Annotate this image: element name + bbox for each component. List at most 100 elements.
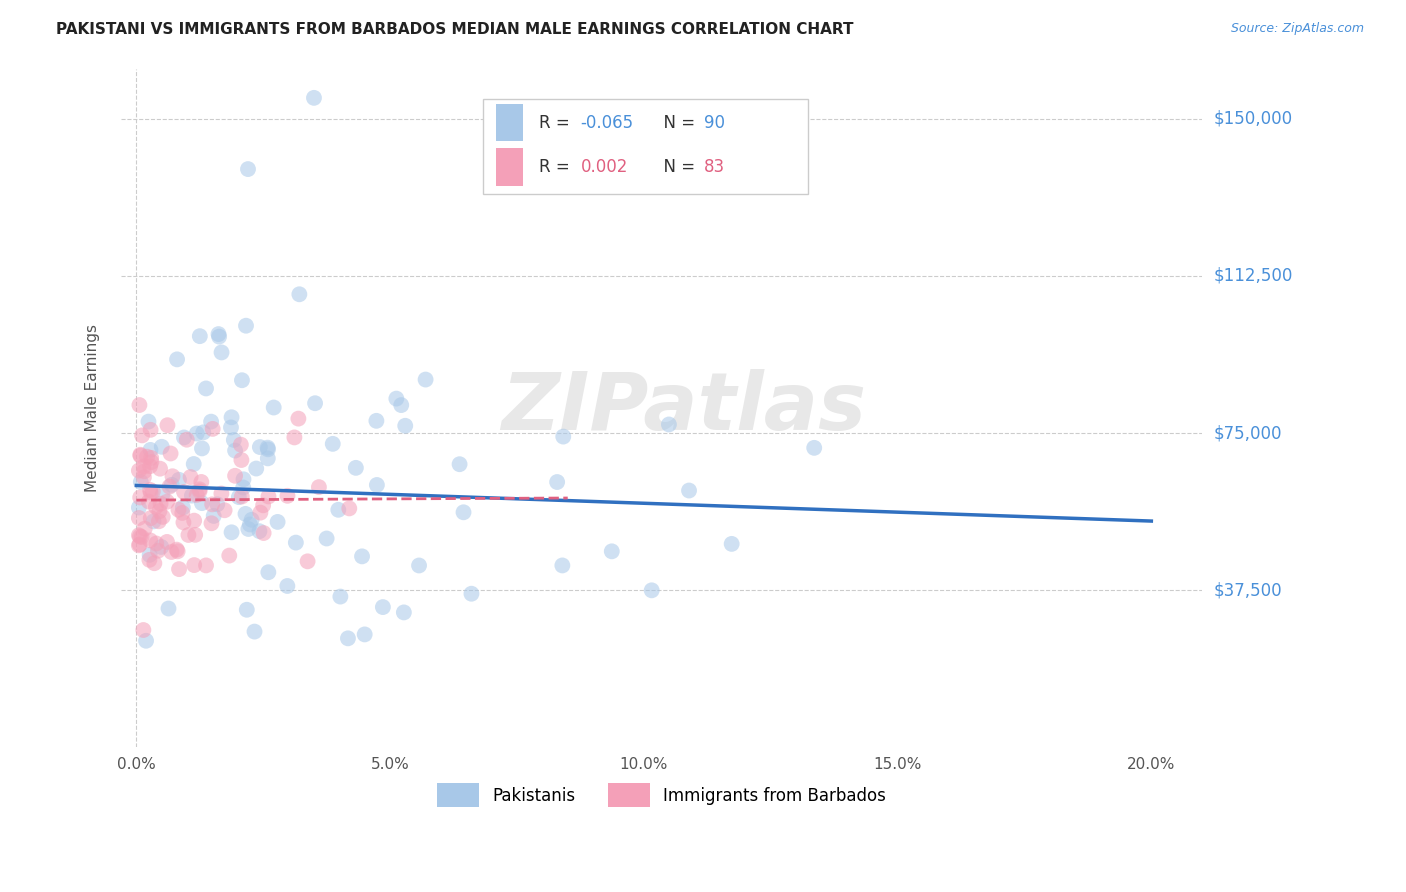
Point bbox=[366, 478, 388, 492]
Text: N =: N = bbox=[652, 158, 700, 176]
Point bbox=[183, 457, 205, 471]
Point bbox=[134, 522, 156, 536]
Point bbox=[184, 528, 207, 542]
Point bbox=[191, 442, 214, 456]
Point bbox=[132, 470, 155, 484]
Point bbox=[336, 632, 359, 646]
Point bbox=[128, 500, 150, 515]
Point bbox=[256, 451, 278, 466]
Point bbox=[188, 484, 211, 499]
Point bbox=[160, 545, 183, 559]
Point bbox=[328, 503, 350, 517]
Point bbox=[128, 528, 150, 542]
Text: ZIPatlas: ZIPatlas bbox=[501, 369, 866, 447]
Point bbox=[288, 287, 311, 301]
Point bbox=[150, 440, 173, 454]
Point bbox=[152, 509, 174, 524]
Point bbox=[449, 457, 471, 471]
Point bbox=[337, 501, 360, 516]
Point bbox=[249, 524, 271, 538]
Point bbox=[266, 515, 288, 529]
Point bbox=[297, 554, 319, 568]
Text: -0.065: -0.065 bbox=[581, 114, 634, 132]
Point bbox=[211, 345, 233, 359]
Point bbox=[235, 507, 257, 521]
Point bbox=[150, 540, 173, 554]
Point bbox=[156, 494, 179, 508]
Point bbox=[156, 535, 179, 549]
Point bbox=[236, 603, 259, 617]
Point bbox=[308, 480, 330, 494]
Point bbox=[138, 415, 160, 429]
Point bbox=[177, 528, 200, 542]
Point bbox=[232, 472, 254, 486]
Point bbox=[128, 537, 150, 551]
Point bbox=[176, 433, 198, 447]
Point bbox=[138, 548, 160, 562]
Point bbox=[546, 475, 568, 489]
Point bbox=[134, 464, 156, 478]
Point bbox=[283, 430, 305, 444]
Point bbox=[138, 553, 160, 567]
Point bbox=[201, 422, 224, 436]
Text: R =: R = bbox=[540, 114, 575, 132]
Point bbox=[145, 500, 167, 514]
Point bbox=[229, 437, 252, 451]
Legend: Pakistanis, Immigrants from Barbados: Pakistanis, Immigrants from Barbados bbox=[430, 777, 893, 814]
Point bbox=[129, 491, 152, 505]
Point bbox=[180, 489, 202, 503]
Point bbox=[173, 430, 195, 444]
Point bbox=[202, 508, 225, 523]
Point bbox=[453, 505, 475, 519]
Point bbox=[315, 532, 337, 546]
FancyBboxPatch shape bbox=[484, 99, 807, 194]
Point bbox=[193, 425, 215, 440]
Point bbox=[238, 522, 260, 536]
Point bbox=[224, 443, 246, 458]
Point bbox=[249, 440, 271, 454]
Point bbox=[366, 414, 388, 428]
Point bbox=[166, 352, 188, 367]
Text: R =: R = bbox=[540, 158, 575, 176]
Point bbox=[157, 601, 180, 615]
Point bbox=[200, 516, 222, 531]
Point bbox=[128, 538, 150, 552]
Point bbox=[214, 503, 236, 517]
Point bbox=[394, 418, 416, 433]
Point bbox=[304, 396, 326, 410]
Point bbox=[135, 633, 157, 648]
Point bbox=[221, 410, 243, 425]
Point bbox=[371, 600, 394, 615]
Point bbox=[350, 549, 373, 564]
Point bbox=[257, 490, 280, 504]
Point bbox=[240, 513, 263, 527]
Point bbox=[149, 461, 172, 475]
Point bbox=[152, 487, 174, 501]
Point bbox=[191, 496, 214, 510]
Point bbox=[129, 449, 152, 463]
Point bbox=[132, 459, 155, 474]
Point bbox=[139, 511, 162, 525]
Point bbox=[195, 381, 218, 395]
Point bbox=[149, 497, 172, 511]
Point bbox=[276, 489, 298, 503]
Point bbox=[166, 544, 188, 558]
Point bbox=[392, 606, 415, 620]
Point bbox=[231, 453, 253, 467]
Point bbox=[415, 373, 437, 387]
Point bbox=[186, 488, 208, 502]
Point bbox=[186, 426, 208, 441]
Point bbox=[148, 504, 170, 518]
Text: Source: ZipAtlas.com: Source: ZipAtlas.com bbox=[1230, 22, 1364, 36]
Point bbox=[128, 398, 150, 412]
Point bbox=[143, 556, 166, 570]
Point bbox=[166, 542, 188, 557]
Point bbox=[329, 590, 352, 604]
Point bbox=[162, 469, 184, 483]
Text: $37,500: $37,500 bbox=[1213, 582, 1282, 599]
Point bbox=[207, 497, 229, 511]
Point bbox=[139, 485, 162, 500]
Point bbox=[551, 558, 574, 573]
Point bbox=[195, 558, 218, 573]
Point bbox=[167, 562, 190, 576]
